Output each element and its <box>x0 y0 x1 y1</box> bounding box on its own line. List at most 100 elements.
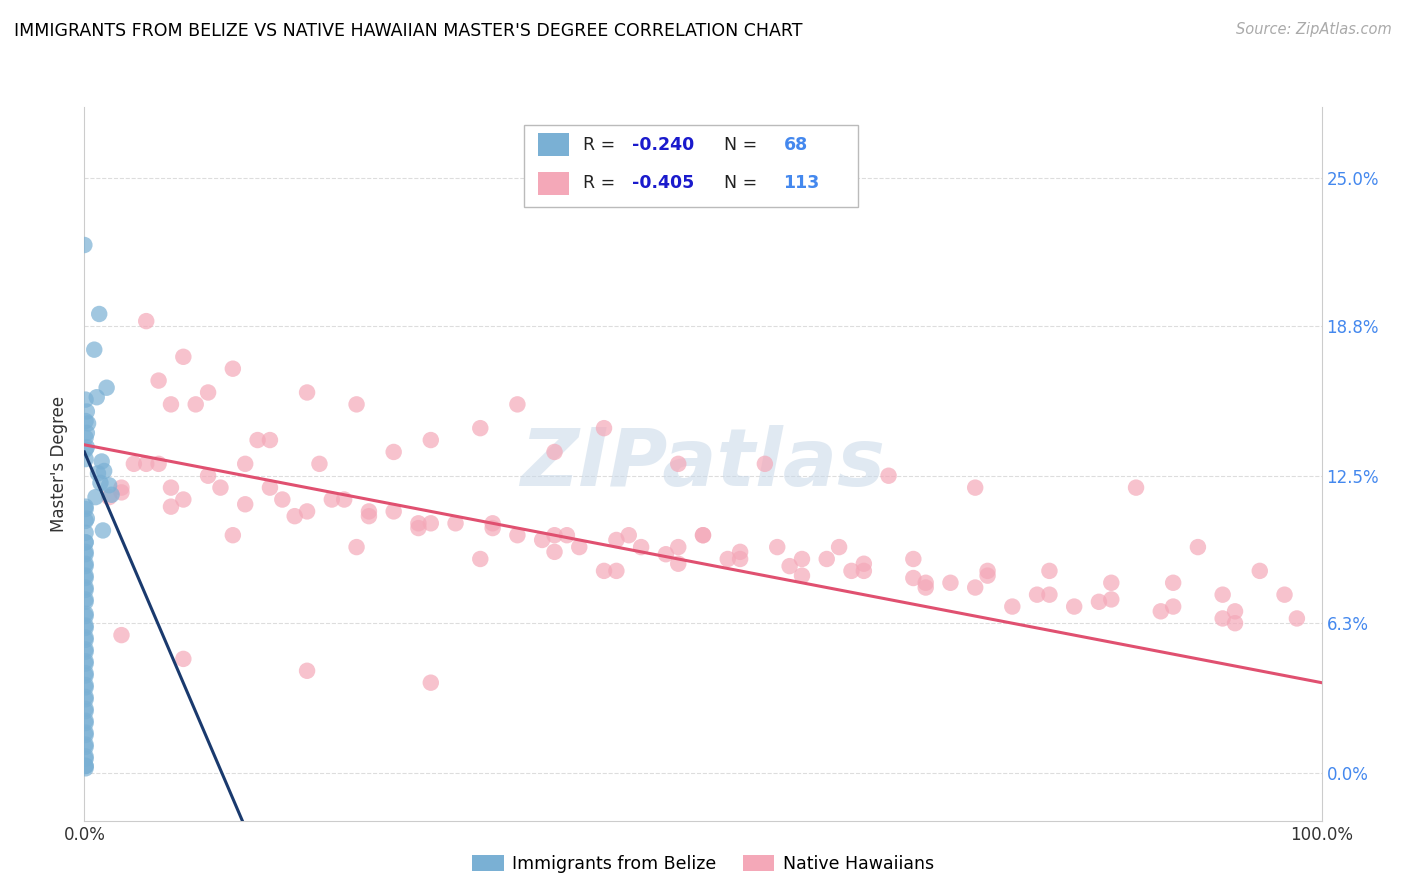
Point <box>75 752 97 766</box>
Point <box>89 475 111 490</box>
Point <box>419 675 441 690</box>
Point <box>75 414 97 428</box>
Point <box>86 390 108 404</box>
Point <box>76 425 98 440</box>
Point <box>75 431 97 445</box>
Point <box>75 525 97 540</box>
Point <box>110 485 132 500</box>
Point <box>89 307 111 321</box>
Point <box>148 374 170 388</box>
Point <box>419 516 441 531</box>
Point <box>357 509 380 524</box>
Point <box>197 468 219 483</box>
Point <box>1099 575 1122 590</box>
Point <box>246 433 269 447</box>
Point <box>75 739 97 754</box>
Point <box>75 547 97 561</box>
Point <box>1285 611 1308 625</box>
Point <box>75 704 97 718</box>
Point <box>135 457 157 471</box>
Point <box>84 490 107 504</box>
Point <box>284 509 307 524</box>
Point <box>83 343 105 357</box>
Point <box>75 759 97 773</box>
Point <box>96 381 118 395</box>
Point <box>1187 540 1209 554</box>
Point <box>470 552 492 566</box>
Point <box>779 559 801 574</box>
Point <box>75 592 97 607</box>
Point <box>75 442 97 457</box>
Point <box>841 564 863 578</box>
Point <box>100 488 122 502</box>
Point <box>75 749 97 764</box>
Point <box>122 457 145 471</box>
Point <box>233 497 256 511</box>
Point <box>815 552 838 566</box>
Point <box>75 645 97 659</box>
Point <box>877 468 900 483</box>
Point <box>172 652 194 666</box>
Point <box>75 681 97 695</box>
Text: IMMIGRANTS FROM BELIZE VS NATIVE HAWAIIAN MASTER'S DEGREE CORRELATION CHART: IMMIGRANTS FROM BELIZE VS NATIVE HAWAIIA… <box>14 22 803 40</box>
Point <box>160 481 183 495</box>
Point <box>75 392 97 407</box>
Point <box>481 516 503 531</box>
Point <box>728 545 751 559</box>
Point <box>1063 599 1085 614</box>
Point <box>75 621 97 635</box>
Point <box>790 568 813 582</box>
Point <box>1161 575 1184 590</box>
Point <box>75 452 97 467</box>
Text: N =: N = <box>713 175 762 193</box>
Point <box>555 528 578 542</box>
Point <box>828 540 851 554</box>
Point <box>1038 588 1060 602</box>
Point <box>75 595 97 609</box>
Point <box>965 481 987 495</box>
Point <box>382 445 405 459</box>
Point <box>346 540 368 554</box>
Bar <box>538 172 569 194</box>
Point <box>939 575 962 590</box>
Point <box>75 657 97 671</box>
Point <box>444 516 467 531</box>
Point <box>728 552 751 566</box>
Point <box>655 547 678 561</box>
Point <box>75 759 97 773</box>
Point <box>75 557 97 571</box>
FancyBboxPatch shape <box>523 125 858 207</box>
Point <box>914 581 936 595</box>
Point <box>172 492 194 507</box>
Point <box>1223 604 1246 618</box>
Point <box>295 385 318 400</box>
Point <box>160 500 183 514</box>
Point <box>308 457 330 471</box>
Point <box>976 564 998 578</box>
Point <box>98 490 121 504</box>
Point <box>852 557 875 571</box>
Point <box>717 552 740 566</box>
Text: 68: 68 <box>783 136 807 153</box>
Point <box>75 514 97 528</box>
Point <box>73 238 96 252</box>
Point <box>259 433 281 447</box>
Point <box>666 457 689 471</box>
Point <box>75 618 97 632</box>
Point <box>148 457 170 471</box>
Point <box>543 545 565 559</box>
Point <box>1001 599 1024 614</box>
Point <box>75 642 97 657</box>
Point <box>75 609 97 624</box>
Text: N =: N = <box>713 136 762 153</box>
Point <box>172 350 194 364</box>
Point <box>754 457 776 471</box>
Point <box>790 552 813 566</box>
Point <box>93 464 115 478</box>
Point <box>666 557 689 571</box>
Point <box>75 692 97 706</box>
Point <box>766 540 789 554</box>
Point <box>1212 611 1234 625</box>
Point <box>346 397 368 411</box>
Point <box>75 668 97 682</box>
